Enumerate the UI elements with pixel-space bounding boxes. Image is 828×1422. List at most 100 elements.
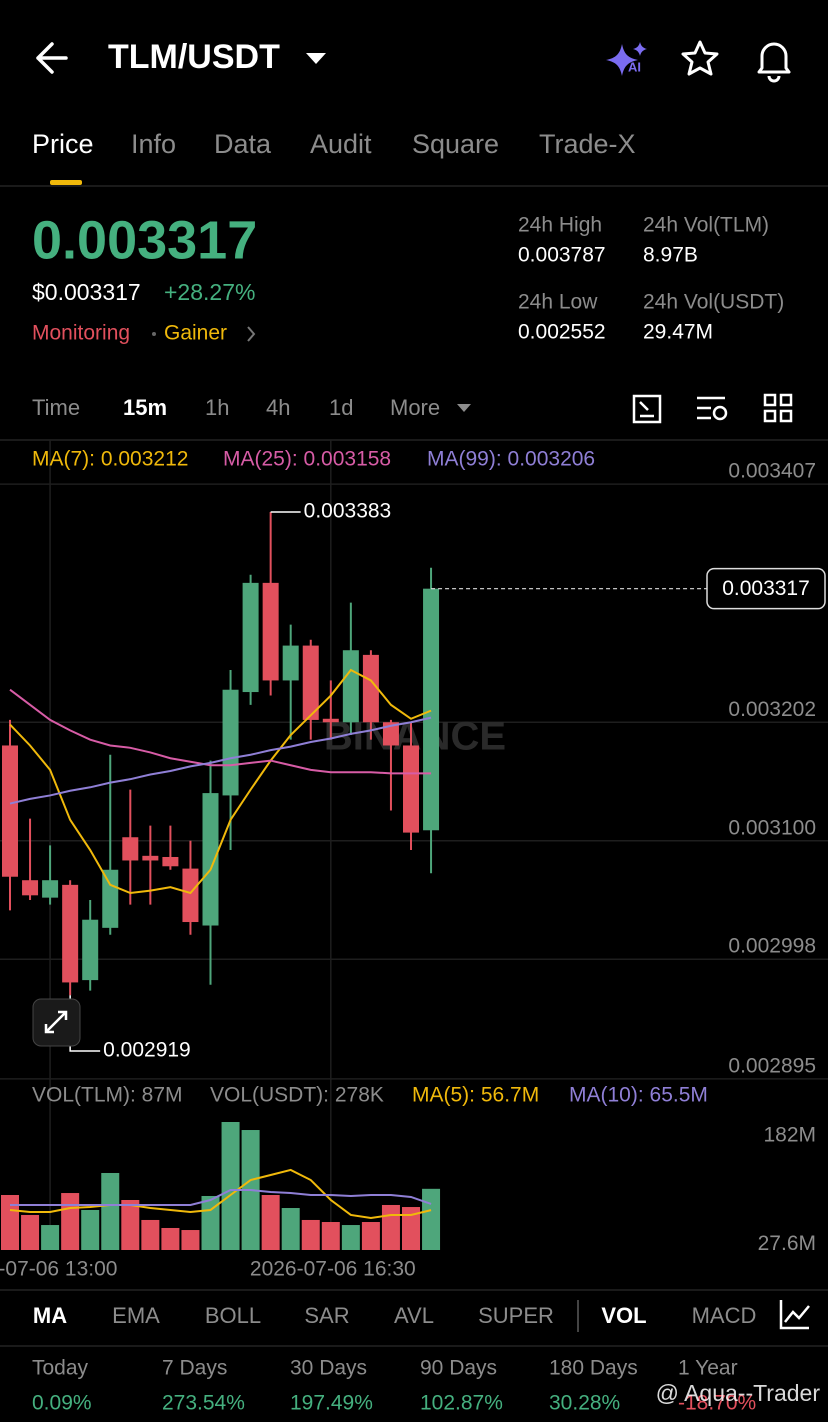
- indicator-tab[interactable]: EMA: [112, 1303, 160, 1328]
- interval[interactable]: 4h: [266, 395, 290, 420]
- stat-value: 29.47M: [643, 321, 713, 344]
- price-change: +28.27%: [164, 279, 255, 305]
- period-label: 7 Days: [162, 1357, 227, 1380]
- chevron: [247, 326, 256, 342]
- period-label: 30 Days: [290, 1357, 367, 1380]
- candle-body: [42, 880, 59, 898]
- pair-title[interactable]: TLM/USDT: [108, 38, 280, 76]
- period-value: 102.87%: [420, 1392, 503, 1415]
- volume-bar: [61, 1193, 80, 1250]
- period-value: 0.09%: [32, 1392, 92, 1415]
- volume-bar: [422, 1188, 441, 1250]
- tool-icon-2-gear: [712, 405, 728, 421]
- tool-icon-1[interactable]: [632, 394, 662, 424]
- period-value: 30.28%: [549, 1392, 620, 1415]
- indicator-tab[interactable]: VOL: [601, 1303, 646, 1328]
- ma-line: [9, 716, 432, 805]
- x-tick-label: 2026-07-06 16:30: [250, 1258, 416, 1281]
- candle-body: [322, 718, 339, 723]
- y-tick-label: 27.6M: [758, 1232, 816, 1255]
- last-price-box: [706, 567, 826, 610]
- stat-label: 24h High: [518, 214, 602, 237]
- vol-legend: MA(5): 56.7M: [412, 1084, 539, 1107]
- candle-body: [102, 869, 119, 928]
- volume-bar: [381, 1204, 400, 1250]
- ai-button[interactable]: AI: [606, 42, 647, 76]
- candle-body: [2, 745, 18, 877]
- y-tick-label: 0.003202: [728, 698, 816, 721]
- layout-icon[interactable]: [763, 393, 793, 423]
- volume-bar: [81, 1209, 100, 1250]
- tool-icon-2[interactable]: [697, 396, 725, 420]
- stat-value: 8.97B: [643, 244, 698, 267]
- stat-label: 24h Vol(USDT): [643, 291, 784, 314]
- stat-label: 24h Vol(TLM): [643, 214, 769, 237]
- candle-body: [282, 645, 299, 681]
- ma-line: [10, 1189, 432, 1206]
- svg-text:AI: AI: [628, 59, 641, 74]
- indicator-tab[interactable]: AVL: [394, 1303, 434, 1328]
- candle-body: [202, 793, 219, 926]
- pair-dropdown[interactable]: [306, 53, 326, 64]
- tag-monitoring[interactable]: Monitoring: [32, 322, 130, 345]
- candle-body: [242, 582, 259, 693]
- usd-price: $0.003317: [32, 279, 141, 305]
- candle-body: [162, 856, 179, 867]
- tab[interactable]: Data: [214, 129, 272, 159]
- stat-value: 0.003787: [518, 244, 606, 267]
- interval[interactable]: 1d: [329, 395, 353, 420]
- alert-button[interactable]: [757, 42, 791, 83]
- candle-body: [62, 884, 79, 983]
- stat-value: 0.002552: [518, 321, 606, 344]
- volume-bar: [261, 1195, 280, 1250]
- candle-body: [423, 588, 440, 831]
- indicator-settings[interactable]: [779, 1300, 810, 1330]
- ma-line: [9, 668, 432, 895]
- y-tick-label: 0.002998: [728, 935, 816, 958]
- candle-body: [142, 855, 159, 861]
- expand-button[interactable]: [32, 998, 81, 1047]
- more-dropdown[interactable]: [457, 404, 471, 412]
- interval: Time: [32, 395, 80, 420]
- indicator-tab[interactable]: SUPER: [478, 1303, 554, 1328]
- ma-legend: MA(7): 0.003212: [32, 448, 188, 471]
- favorite-button[interactable]: [681, 40, 719, 76]
- tag-gainer[interactable]: Gainer: [164, 322, 227, 345]
- indicator-tab[interactable]: SAR: [304, 1303, 349, 1328]
- tab[interactable]: Price: [32, 129, 94, 159]
- last-price: 0.003317: [32, 210, 257, 270]
- vol-legend: MA(10): 65.5M: [569, 1084, 708, 1107]
- volume-bar: [301, 1219, 320, 1250]
- candle-body: [342, 650, 359, 723]
- low-label: 0.002919: [103, 1039, 191, 1062]
- ma-line: [9, 1168, 432, 1220]
- x-tick-label: 6-07-06 13:00: [0, 1258, 117, 1281]
- tab[interactable]: Square: [412, 129, 499, 159]
- volume-bar: [101, 1172, 120, 1250]
- period-label: Today: [32, 1357, 89, 1380]
- stat-label: 24h Low: [518, 291, 598, 314]
- interval[interactable]: 15m: [123, 395, 167, 420]
- interval[interactable]: More: [390, 395, 440, 420]
- volume-bar: [181, 1230, 200, 1250]
- volume-bar: [281, 1208, 300, 1250]
- indicator-tab[interactable]: MA: [33, 1303, 67, 1328]
- volume-chart: 182M 27.6M VOL(TLM): 87M VOL(USDT): 278K MA(…: [0, 1084, 816, 1281]
- period-label: 1 Year: [678, 1357, 738, 1380]
- last-price-label: 0.003317: [722, 577, 810, 600]
- volume-bar: [402, 1207, 420, 1250]
- interval[interactable]: 1h: [205, 395, 229, 420]
- back-button[interactable]: [36, 42, 68, 74]
- tab-indicator: [50, 180, 82, 185]
- candle-body: [122, 837, 139, 861]
- ma-legend: MA(99): 0.003206: [427, 448, 595, 471]
- tab[interactable]: Audit: [310, 129, 372, 159]
- volume-bar: [341, 1225, 360, 1250]
- tab[interactable]: Info: [131, 129, 176, 159]
- indicator-tab[interactable]: MACD: [692, 1303, 757, 1328]
- indicator-tab[interactable]: BOLL: [205, 1303, 261, 1328]
- vol-legend: VOL(TLM): 87M: [32, 1084, 183, 1107]
- tab[interactable]: Trade-X: [539, 129, 636, 159]
